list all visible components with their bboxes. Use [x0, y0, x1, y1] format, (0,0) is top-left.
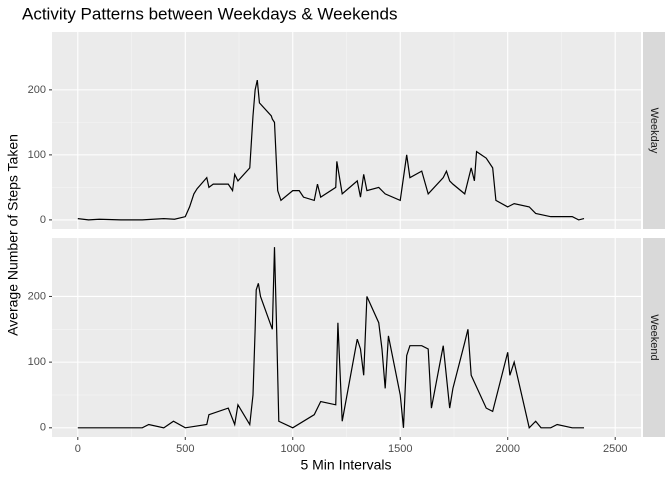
- y-axis-label: Average Number of Steps Taken: [5, 134, 21, 336]
- data-line: [77, 79, 585, 221]
- x-tick-label: 0: [75, 443, 81, 455]
- y-tick-label: 100: [28, 149, 46, 161]
- y-tick-label: 200: [28, 290, 46, 302]
- facet-strip: [643, 238, 665, 437]
- x-tick-label: 2500: [603, 443, 627, 455]
- y-tick-label: 100: [28, 356, 46, 368]
- x-tick-label: 2000: [495, 443, 519, 455]
- facet-label: Weekend: [648, 314, 660, 360]
- data-line: [77, 247, 585, 430]
- x-tick-label: 1000: [281, 443, 305, 455]
- x-tick-label: 500: [176, 443, 194, 455]
- facet-strip: [643, 32, 665, 229]
- y-tick-label: 0: [40, 422, 46, 434]
- y-tick-label: 0: [40, 214, 46, 226]
- x-axis-label: 5 Min Intervals: [300, 457, 391, 473]
- chart-title: Activity Patterns between Weekdays & Wee…: [22, 4, 397, 23]
- facet-label: Weekday: [648, 108, 660, 154]
- x-tick-label: 1500: [388, 443, 412, 455]
- y-tick-label: 200: [28, 84, 46, 96]
